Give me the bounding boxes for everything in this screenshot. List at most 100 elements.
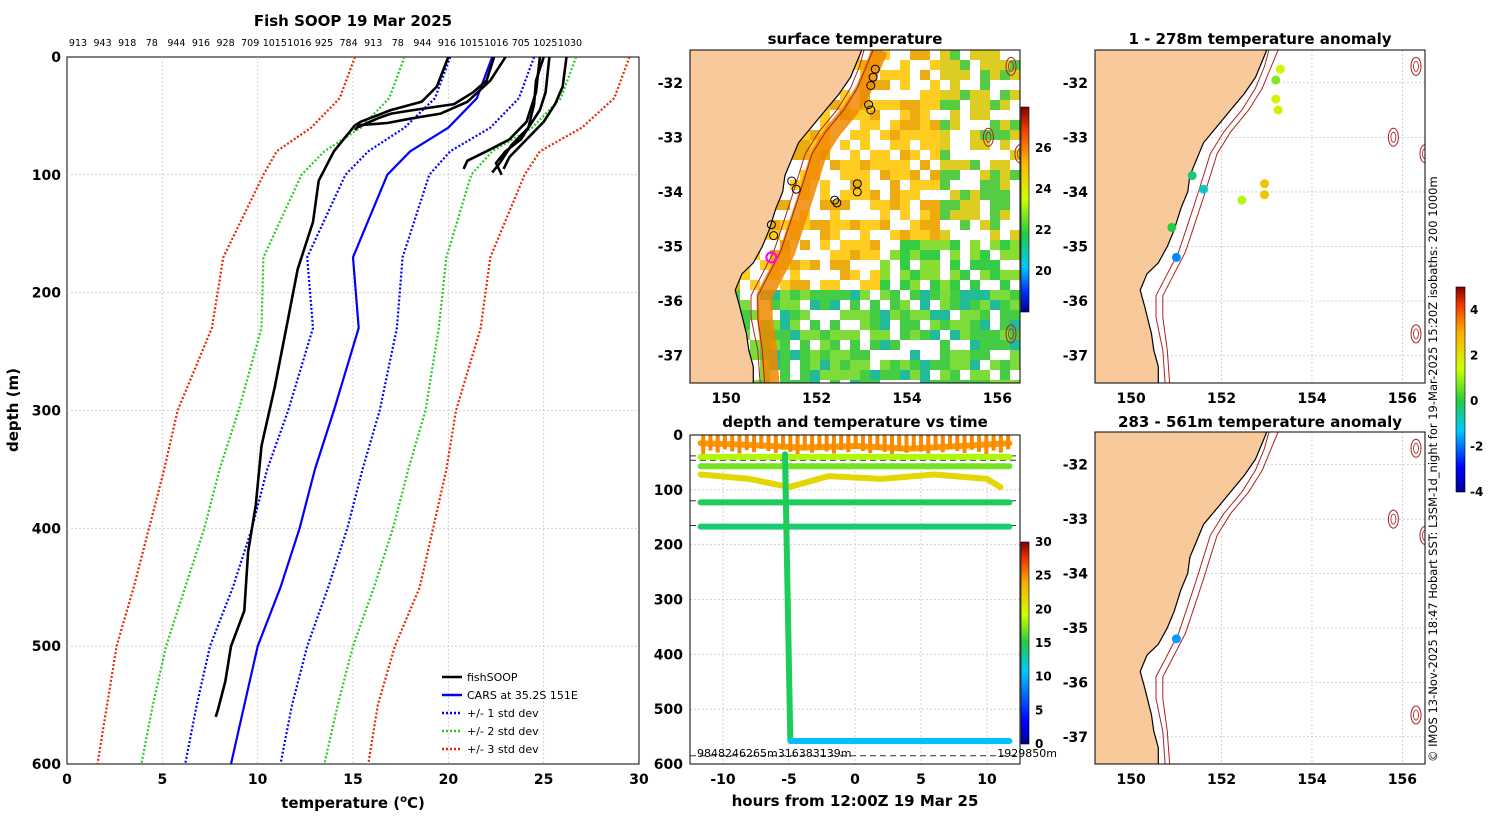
sst-cell <box>870 140 880 150</box>
depth-time-ytick-label: 600 <box>654 757 683 773</box>
anom-deep-ytick-label: -33 <box>1063 512 1088 528</box>
sst-cell <box>810 330 820 340</box>
sst-cell <box>940 370 950 380</box>
sst-cell <box>870 280 880 290</box>
sst-cell <box>840 270 850 280</box>
sst-cell <box>940 170 950 180</box>
profile-xtick-label: 10 <box>248 772 268 788</box>
profile-ytick-label: 0 <box>51 50 61 66</box>
sst-cell <box>1010 200 1020 210</box>
sst-cell <box>860 210 870 220</box>
depth-time-ytick-label: 400 <box>654 647 683 663</box>
sst-cell <box>930 330 940 340</box>
sst-cell <box>850 170 860 180</box>
sst-cell <box>860 110 870 120</box>
anomaly-colorbar-label: -2 <box>1470 439 1483 453</box>
anom-deep-ytick-label: -35 <box>1063 621 1088 637</box>
sst-cell <box>870 350 880 360</box>
sst-cell <box>960 180 970 190</box>
sst-cell <box>980 230 990 240</box>
sst-cell <box>810 240 820 250</box>
profile-series-line <box>229 57 494 764</box>
sst-cell <box>820 330 830 340</box>
sst-cell <box>960 250 970 260</box>
sst-cell <box>890 250 900 260</box>
anomaly-colorbar-label: -4 <box>1470 485 1483 499</box>
sst-cell <box>900 340 910 350</box>
sst-cell <box>930 210 940 220</box>
profile-title: Fish SOOP 19 Mar 2025 <box>254 12 452 30</box>
sst-cell <box>1000 210 1010 220</box>
anom-deep-title: 283 - 561m temperature anomaly <box>1118 413 1402 431</box>
sst-cell <box>880 350 890 360</box>
sst-cell <box>930 370 940 380</box>
sst-cell <box>980 340 990 350</box>
sst-cell <box>960 50 970 60</box>
profile-top-label: 916 <box>438 38 456 49</box>
sst-cell <box>890 330 900 340</box>
sst-cell <box>920 340 930 350</box>
sst-cell <box>750 300 760 310</box>
sst-cell <box>920 200 930 210</box>
sst-cell <box>910 90 920 100</box>
sst-cell <box>930 70 940 80</box>
sst-cell <box>840 340 850 350</box>
sst-cell <box>860 240 870 250</box>
sst-cell <box>970 130 980 140</box>
sst-cell <box>1010 180 1020 190</box>
sst-cell <box>790 150 800 160</box>
sst-cell <box>830 370 840 380</box>
depth-time-colorbar-label: 20 <box>1035 602 1052 616</box>
sst-cell <box>750 370 760 380</box>
sst-cell <box>900 260 910 270</box>
sst-cell <box>770 240 780 250</box>
sst-cell <box>910 380 920 383</box>
sst-cell <box>810 340 820 350</box>
sst-cell <box>970 290 980 300</box>
sst-cell <box>790 310 800 320</box>
sst-cell <box>750 260 760 270</box>
sst-cell <box>890 120 900 130</box>
sst-cell <box>960 210 970 220</box>
sst-cell <box>740 270 750 280</box>
sst-cell <box>790 290 800 300</box>
sst-cell <box>800 250 810 260</box>
sst-cell <box>940 70 950 80</box>
sst-cell <box>860 380 870 383</box>
sst-cell <box>910 250 920 260</box>
sst-cell <box>920 120 930 130</box>
sst-cell <box>790 250 800 260</box>
sst-cell <box>910 370 920 380</box>
sst-cell <box>870 130 880 140</box>
sst-cell <box>940 50 950 60</box>
sst-cell <box>1000 150 1010 160</box>
sst-cell <box>980 80 990 90</box>
sst-cell <box>970 80 980 90</box>
sst-cell <box>930 260 940 270</box>
sst-cell <box>810 360 820 370</box>
sst-cell <box>950 140 960 150</box>
sst-cell <box>940 310 950 320</box>
sst-cell <box>740 300 750 310</box>
depth-time-colorbar-label: 15 <box>1035 636 1052 650</box>
sst-cell <box>890 270 900 280</box>
isobath-line <box>1155 50 1270 383</box>
sst-cell <box>830 150 840 160</box>
sst-cell <box>990 130 1000 140</box>
sst-cell <box>850 320 860 330</box>
sst-cell <box>850 250 860 260</box>
sst-cell <box>860 190 870 200</box>
anom-shallow-anomaly-point <box>1199 184 1208 194</box>
sst-cell <box>940 120 950 130</box>
sst-cell <box>830 380 840 383</box>
sst-cell <box>1010 380 1020 383</box>
sst-station-marker <box>870 64 880 74</box>
sst-cell <box>970 320 980 330</box>
sst-cell <box>890 180 900 190</box>
sst-cell <box>870 150 880 160</box>
sst-cell <box>960 330 970 340</box>
anom-deep-panel: 283 - 561m temperature anomaly 150 152 154… <box>1063 413 1426 788</box>
sst-cell <box>950 340 960 350</box>
profile-series-line <box>279 57 536 764</box>
sst-cell <box>980 330 990 340</box>
